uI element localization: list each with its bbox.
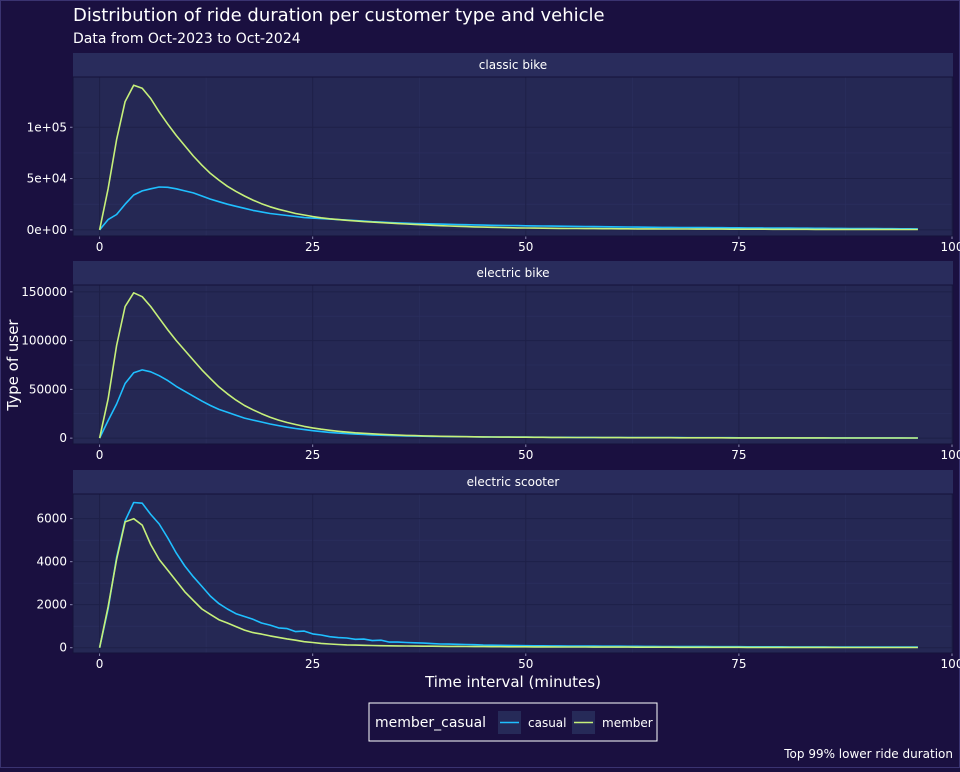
facet-frame [72,76,954,237]
y-axis-label: Type of user [4,319,22,412]
x-tick-label: 100 [941,448,960,462]
y-tick-label: 150000 [21,285,67,299]
y-tick-label: 4000 [36,555,67,569]
y-tick-label: 1e+05 [27,120,67,134]
x-tick-label: 25 [305,657,320,671]
y-tick-label: 2000 [36,598,67,612]
y-tick-label: 0 [59,641,67,655]
caption: Top 99% lower ride duration [783,747,953,761]
x-tick-label: 75 [731,448,746,462]
x-tick-label: 0 [96,240,104,254]
facet-panel-electric-scooter [73,494,953,653]
facet-strip-classic-bike [73,53,953,77]
x-tick-label: 0 [96,657,104,671]
y-tick-label: 0e+00 [27,223,67,237]
x-tick-label: 100 [941,240,960,254]
x-tick-label: 75 [731,657,746,671]
x-tick-label: 50 [518,657,533,671]
series-line-member-classic-bike [98,84,918,231]
x-tick-label: 75 [731,240,746,254]
facet-label-electric-scooter: electric scooter [467,475,560,489]
x-tick-label: 50 [518,240,533,254]
series-line-member-electric-bike [98,291,918,439]
series-line-casual-classic-bike [98,186,918,231]
facet-panel-classic-bike [73,77,953,236]
x-tick-label: 0 [96,448,104,462]
chart-title: Distribution of ride duration per custom… [73,5,605,26]
chart-subtitle: Data from Oct-2023 to Oct-2024 [73,31,301,47]
y-tick-label: 6000 [36,512,67,526]
series-line-member-electric-scooter [98,517,918,649]
facet-label-classic-bike: classic bike [479,58,547,72]
facet-frame [72,493,954,654]
facet-strip-electric-scooter [73,470,953,494]
facet-strip-electric-bike [73,261,953,285]
legend-label-member: member [602,716,653,730]
y-tick-label: 100000 [21,334,67,348]
x-tick-label: 100 [941,657,960,671]
x-tick-label: 50 [518,448,533,462]
legend-title: member_casual [375,715,486,731]
y-tick-label: 0 [59,431,67,445]
facet-label-electric-bike: electric bike [477,266,550,280]
x-axis-label: Time interval (minutes) [424,673,601,691]
y-tick-label: 50000 [29,382,67,396]
legend-label-casual: casual [528,716,567,730]
legend: member_casual casual member [368,702,658,742]
y-tick-label: 5e+04 [27,172,67,186]
facets-group: classic bike 0 25 50 75 100 0e+00 5e+04 1e+05 ele… [21,53,960,671]
facet-panel-electric-bike [73,285,953,444]
x-tick-label: 25 [305,448,320,462]
facet-frame [72,284,954,445]
x-tick-label: 25 [305,240,320,254]
